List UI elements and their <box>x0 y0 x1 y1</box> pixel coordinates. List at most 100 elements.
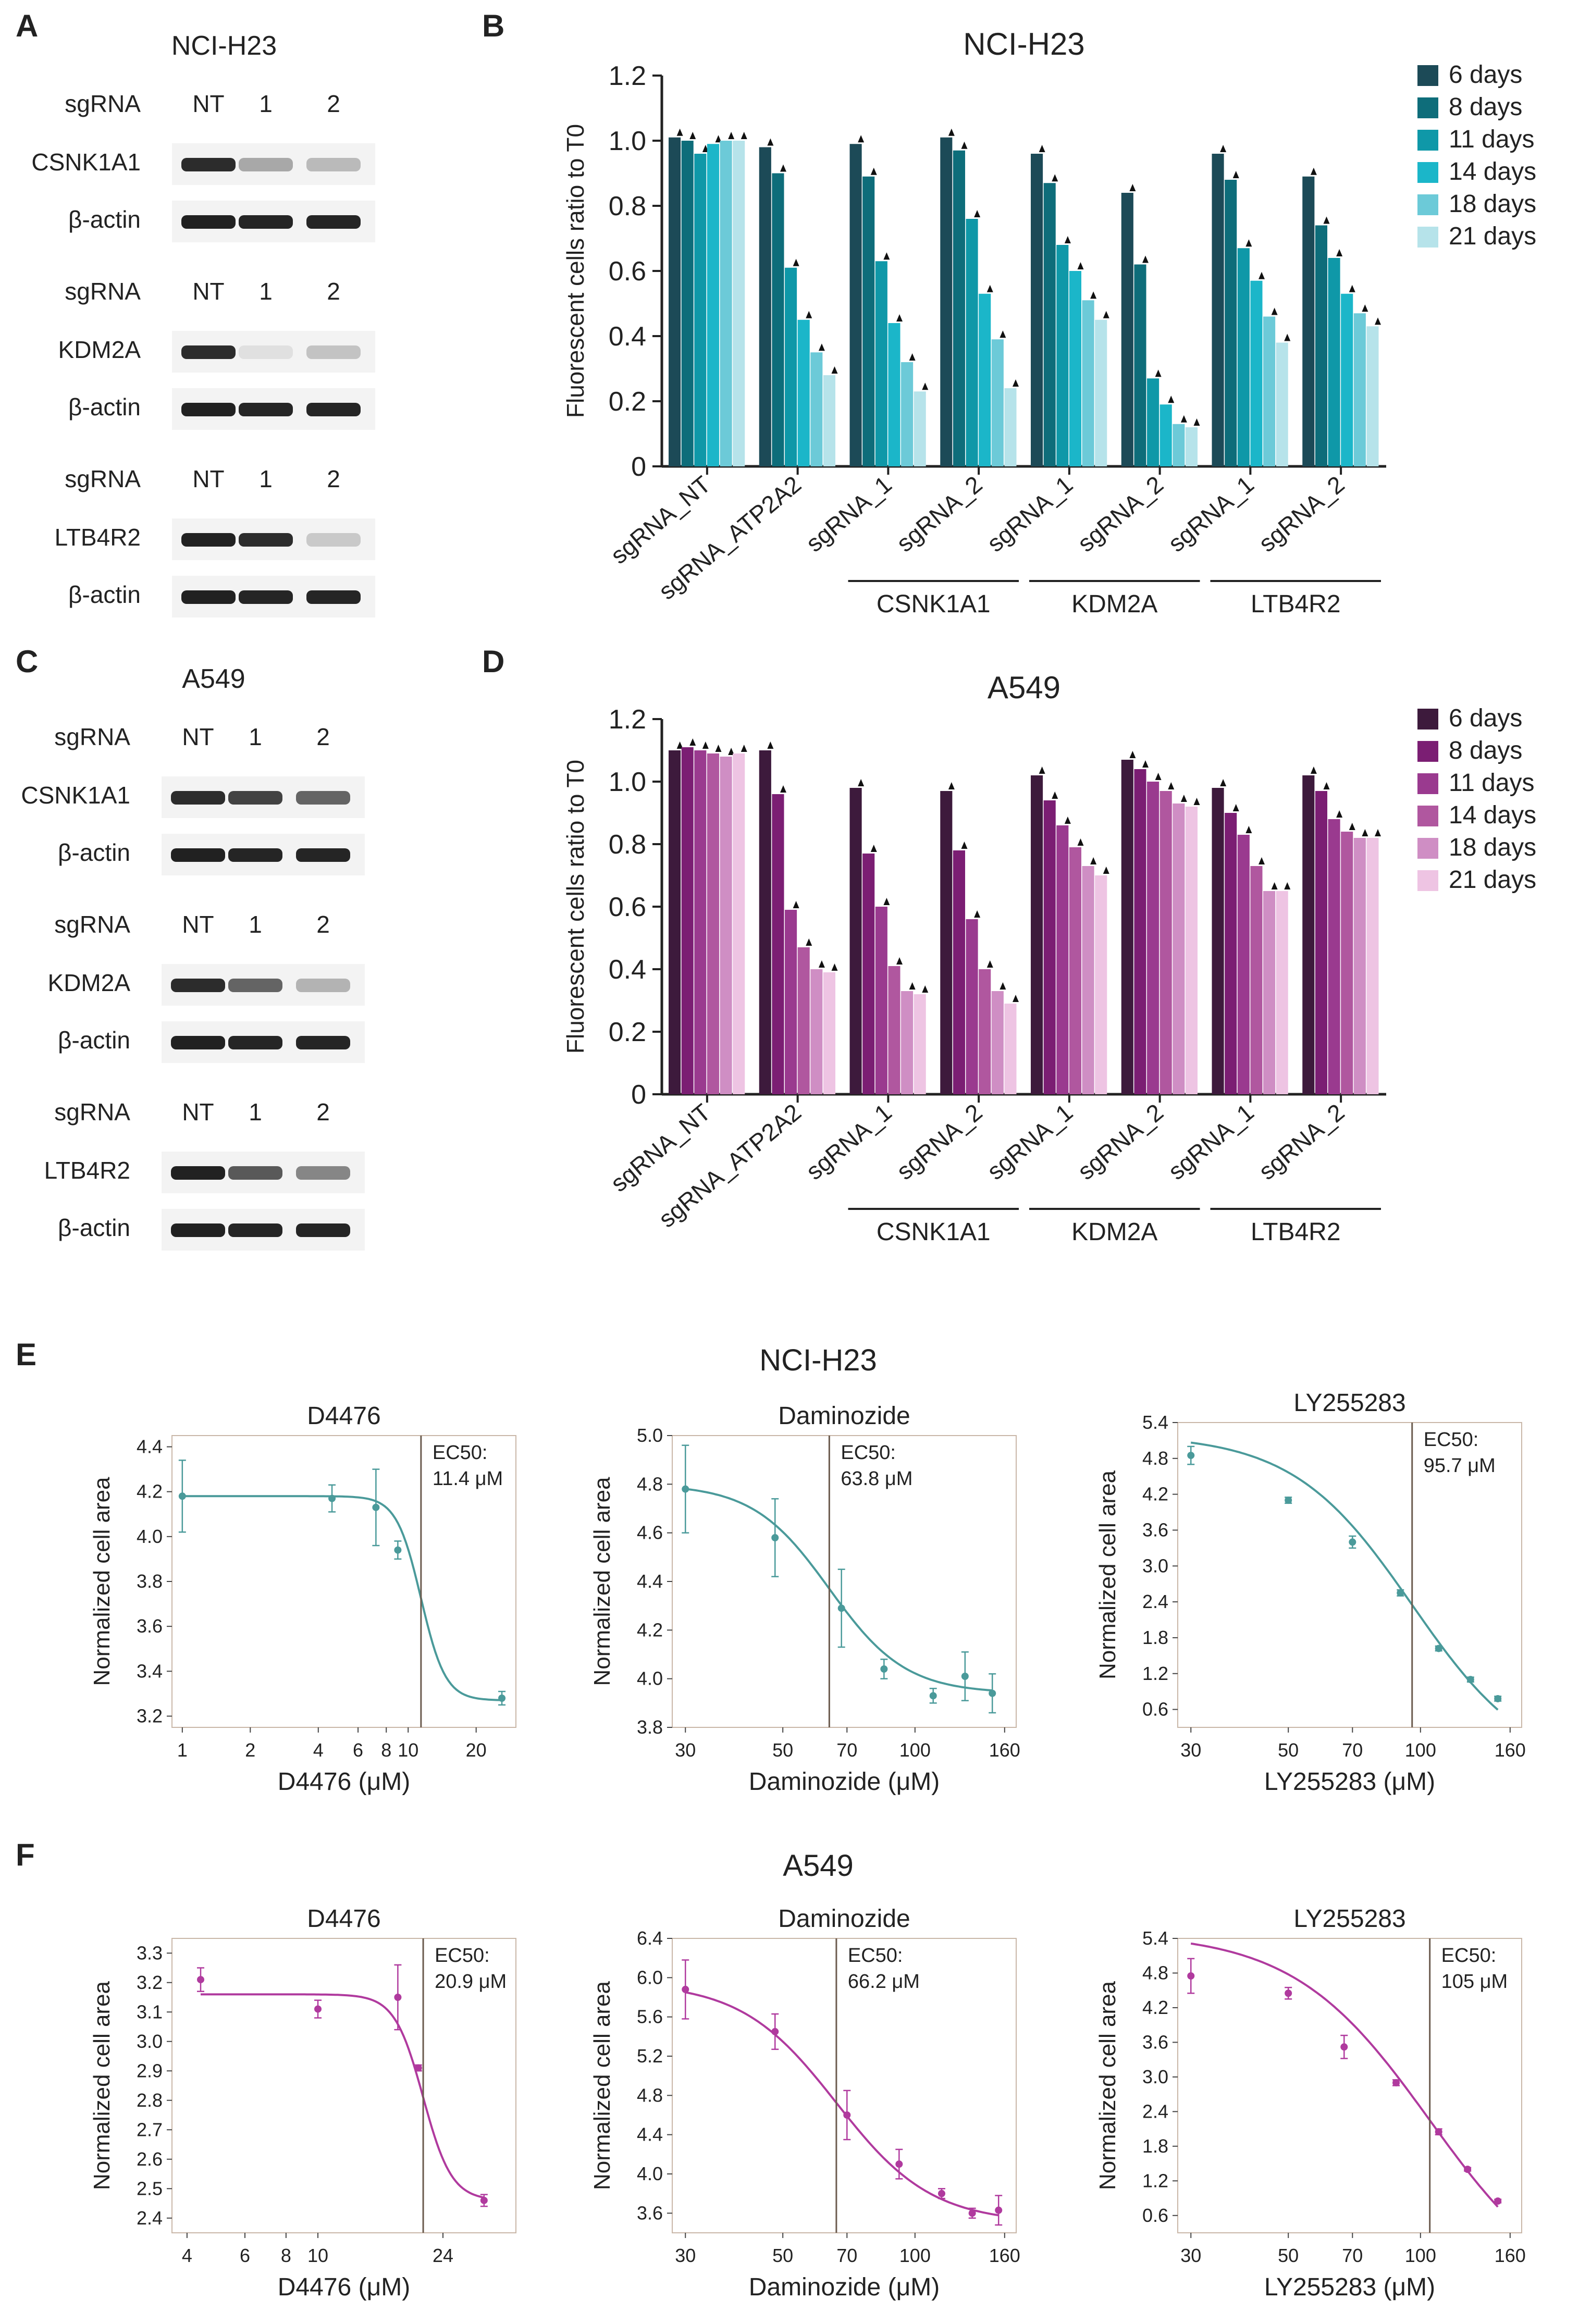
legend-label: 6 days <box>1449 704 1522 732</box>
error-cap <box>1271 307 1278 315</box>
y-tick-label: 4.0 <box>637 2163 663 2184</box>
error-cap <box>780 164 786 172</box>
x-tick-label: 50 <box>772 1739 793 1761</box>
blot-row-label: LTB4R2 <box>44 1157 130 1184</box>
x-tick-label: 70 <box>836 2245 857 2266</box>
bar <box>875 907 887 1094</box>
error-cap <box>689 738 696 746</box>
western-blot-panel-A: NCI-H23 sgRNA NT 1 2 CSNK1A1 β-actin sgRNA NT 1 2 K… <box>31 31 375 617</box>
blot-header-lane: NT <box>182 723 214 750</box>
error-cap <box>961 141 968 149</box>
x-tick-label: 10 <box>307 2245 328 2266</box>
error-cap <box>909 353 916 361</box>
error-cap <box>1168 782 1175 789</box>
bar <box>1366 326 1379 466</box>
x-tick-label: 160 <box>1495 2245 1526 2266</box>
blot-header-sgrna: sgRNA <box>54 1098 130 1126</box>
bar <box>797 947 810 1094</box>
y-tick-label: 3.6 <box>637 2202 663 2223</box>
error-cap <box>1129 184 1136 191</box>
dose-plot-F-0: D4476 2.4 2.5 2.6 2.7 2.8 2.9 3.0 3.1 3.2 3.3 4 6 8 10… <box>89 1905 516 2301</box>
fit-curve <box>685 1488 993 1692</box>
error-cap <box>1284 882 1291 889</box>
bar <box>707 144 719 466</box>
y-tick-label: 4.8 <box>637 1473 663 1494</box>
y-tick-label: 3.4 <box>137 1660 163 1682</box>
error-cap <box>1259 857 1265 864</box>
data-point <box>837 1604 845 1612</box>
error-cap <box>676 741 683 749</box>
bar <box>1341 293 1353 466</box>
bar <box>797 319 810 466</box>
y-tick-label: 1.8 <box>1142 1627 1168 1648</box>
ec50-label: EC50: <box>435 1945 490 1967</box>
y-tick-label: 4.4 <box>637 2124 663 2145</box>
panel-letter-D: D <box>482 644 504 679</box>
plot-title: D4476 <box>307 1402 380 1430</box>
y-tick-label: 1.2 <box>609 61 646 91</box>
error-cap <box>1000 982 1006 990</box>
bar <box>785 910 797 1094</box>
bar <box>953 850 965 1094</box>
legend-swatch <box>1417 162 1438 183</box>
bar <box>1212 154 1224 466</box>
error-cap <box>1013 379 1019 387</box>
data-point <box>394 1546 402 1554</box>
blot-row-label: β-actin <box>58 1027 130 1054</box>
bar <box>823 375 835 466</box>
y-axis-label: Normalized cell area <box>589 1477 615 1686</box>
panel-letter-B: B <box>482 8 504 43</box>
data-point <box>1435 2128 1442 2136</box>
y-tick-label: 0.6 <box>609 892 646 922</box>
y-tick-label: 3.8 <box>637 1716 663 1738</box>
data-point <box>1435 1645 1442 1652</box>
error-cap <box>1180 795 1187 802</box>
error-cap <box>793 258 799 266</box>
error-cap <box>1310 167 1317 175</box>
y-axis-label: Normalized cell area <box>89 1477 115 1686</box>
error-cap <box>1362 304 1368 312</box>
bar <box>772 173 784 466</box>
y-tick-label: 0.6 <box>1142 1699 1168 1720</box>
data-point <box>178 1492 186 1500</box>
error-cap <box>728 748 735 755</box>
legend-label: 11 days <box>1449 126 1535 153</box>
plot-title: LY255283 <box>1293 1389 1405 1417</box>
blot-band <box>296 1166 350 1180</box>
blot-title: A549 <box>182 664 245 694</box>
error-cap <box>1142 760 1149 768</box>
y-tick-label: 0.4 <box>609 955 646 985</box>
data-point <box>394 1994 402 2001</box>
blot-row-label: β-actin <box>68 581 141 608</box>
error-cap <box>1336 249 1343 256</box>
legend-swatch <box>1417 65 1438 86</box>
y-tick-label: 3.8 <box>137 1571 163 1592</box>
error-cap <box>948 782 955 789</box>
bar <box>1353 313 1366 466</box>
error-cap <box>1168 395 1175 403</box>
x-axis-label: D4476 (μM) <box>278 2273 410 2301</box>
legend-swatch <box>1417 838 1438 859</box>
y-tick-label: 5.2 <box>637 2045 663 2067</box>
error-cap <box>1245 239 1252 247</box>
y-tick-label: 0 <box>631 1080 646 1110</box>
y-tick-label: 2.7 <box>137 2119 163 2140</box>
bar <box>888 966 900 1094</box>
y-tick-label: 1.0 <box>609 126 646 156</box>
legend-label: 8 days <box>1449 93 1522 121</box>
error-cap <box>1103 311 1109 318</box>
x-tick-label: 6 <box>353 1739 363 1761</box>
error-cap <box>1310 767 1317 774</box>
error-cap <box>1039 767 1045 774</box>
bar <box>1043 183 1056 466</box>
y-tick-label: 2.5 <box>137 2178 163 2199</box>
bar-chart-D: A549 0 0.2 0.4 0.6 0.8 1.0 1.2 Fluorescent cells… <box>562 670 1536 1246</box>
blot-band <box>228 791 282 805</box>
bar <box>733 141 745 466</box>
bar <box>1147 378 1159 466</box>
ec50-value: 95.7 μM <box>1424 1455 1496 1477</box>
bar <box>694 750 707 1094</box>
x-tick-label: 4 <box>313 1739 324 1761</box>
group-label: CSNK1A1 <box>877 1218 991 1246</box>
error-cap <box>702 741 709 749</box>
